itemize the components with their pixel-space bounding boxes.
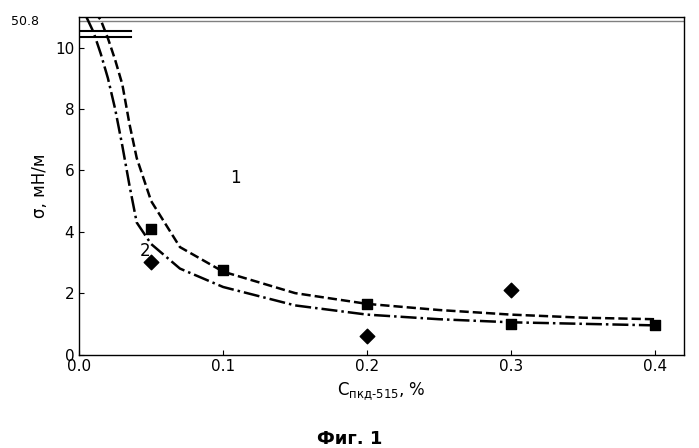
Point — [505, 320, 517, 327]
Text: Фиг. 1: Фиг. 1 — [317, 430, 382, 448]
Point — [145, 225, 157, 232]
Text: 1: 1 — [231, 168, 241, 187]
Point — [217, 267, 229, 274]
Point — [361, 332, 373, 340]
Point — [649, 322, 661, 329]
Y-axis label: σ, мН/м: σ, мН/м — [31, 153, 50, 218]
Text: 50.8: 50.8 — [10, 15, 38, 28]
Point — [505, 286, 517, 293]
Point — [145, 259, 157, 266]
Point — [361, 300, 373, 307]
Text: 2: 2 — [140, 242, 150, 260]
X-axis label: С$_{\sf пкд\text{-}515}$, %: С$_{\sf пкд\text{-}515}$, % — [337, 380, 426, 402]
